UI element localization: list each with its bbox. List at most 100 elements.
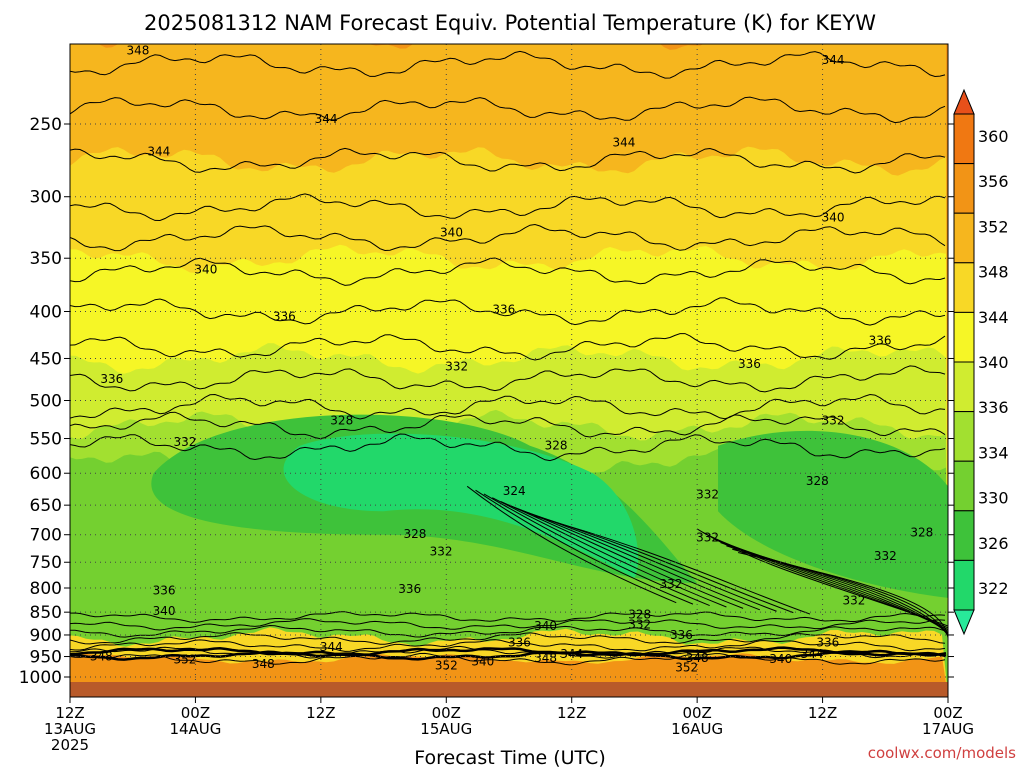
x-tick-label: 14AUG: [169, 720, 221, 738]
y-tick-label: 900: [30, 626, 62, 646]
colorbar-swatch: [953, 510, 975, 561]
contour-label-text: 328: [403, 527, 426, 541]
contour-label-text: 336: [153, 583, 176, 597]
contour-label-text: 336: [816, 635, 839, 649]
contour-label: 340: [471, 655, 494, 669]
contour-label-text: 332: [445, 359, 468, 373]
contour-line: [70, 50, 946, 79]
contour-label-text: 336: [670, 628, 693, 642]
y-tick-label: 750: [30, 553, 62, 573]
y-axis: 250 300 350 400 450 500 550 600 650 700 750 800 850 9…: [19, 115, 954, 688]
contour-line: [70, 297, 946, 326]
contour-label: 344: [613, 136, 636, 150]
contour-label: 336: [492, 302, 515, 316]
colorbar-label: 340: [978, 353, 1009, 372]
contour-label: 352: [174, 652, 197, 666]
colorbar-swatch: [953, 311, 975, 363]
colorbar-label: 356: [978, 172, 1009, 191]
x-tick-label: 00Z: [682, 704, 711, 722]
contour-line: [70, 96, 946, 124]
contour-label: 348: [252, 657, 275, 671]
contour-label-text: 332: [874, 549, 897, 563]
contour-label: 328: [628, 608, 651, 622]
contour-label: 344: [147, 145, 170, 159]
front-contour-east: [738, 552, 948, 639]
chart-title: 2025081312 NAM Forecast Equiv. Potential…: [144, 11, 876, 35]
colorbar-swatch: [953, 460, 975, 512]
colorbar-label: 360: [978, 127, 1009, 146]
contour-label: 352: [675, 661, 698, 675]
contour-label-text: 340: [769, 652, 792, 666]
contour-line: [70, 365, 946, 393]
y-tick-label: 300: [30, 188, 62, 208]
colorbar-swatch: [953, 212, 975, 264]
contour-label-text: 340: [440, 225, 463, 239]
band-328-east: [718, 430, 948, 598]
contour-label: 340: [440, 225, 463, 239]
contour-label-text: 332: [822, 414, 845, 428]
contour-label: 336: [153, 583, 176, 597]
contour-label: 332: [174, 435, 197, 449]
contour-label: 348: [686, 651, 709, 665]
colorbar-label: 344: [978, 308, 1009, 327]
contour-label: 344: [560, 647, 583, 661]
colorbar-label: 352: [978, 217, 1009, 236]
x-tick-label: 13AUG: [44, 720, 96, 738]
front-contour-east: [732, 548, 948, 637]
contour-label-text: 340: [534, 619, 557, 633]
contour-label-text: 328: [545, 439, 568, 453]
front-contour: [466, 485, 677, 604]
x-tick-label: 16AUG: [671, 720, 723, 738]
x-tick-label: 17AUG: [922, 720, 974, 738]
contour-label-text: 336: [508, 635, 531, 649]
contour-line-low: [70, 611, 946, 623]
contour-label: 332: [696, 488, 719, 502]
y-tick-label: 850: [30, 603, 62, 623]
contour-label: 336: [670, 628, 693, 642]
x-tick-label: 00Z: [181, 704, 210, 722]
contour-label: 340: [194, 262, 217, 276]
x-tick-label: 00Z: [432, 704, 461, 722]
contour-label: 340: [534, 619, 557, 633]
y-tick-label: 250: [30, 115, 62, 135]
contour-label: 328: [545, 439, 568, 453]
contour-label-text: 348: [90, 650, 113, 664]
credit-text: coolwx.com/models: [868, 744, 1016, 762]
front-contour: [475, 489, 694, 605]
contour-label-text: 344: [801, 647, 824, 661]
contour-label-text: 344: [560, 647, 583, 661]
contour-label-text: 344: [320, 640, 343, 654]
plot-frame: [69, 43, 949, 698]
contour-label: 348: [534, 651, 557, 665]
front-contour: [483, 493, 710, 607]
y-tick-label: 550: [30, 430, 62, 450]
contour-label-text: 348: [252, 657, 275, 671]
contour-label: 340: [153, 604, 176, 618]
contour-label: 348: [90, 650, 113, 664]
contour-line-low: [70, 652, 946, 666]
colorbar-label: 348: [978, 263, 1009, 282]
contour-label-text: 332: [430, 544, 453, 558]
contour-label: 340: [769, 652, 792, 666]
contour-label-text: 336: [492, 302, 515, 316]
contour-label-text: 328: [628, 608, 651, 622]
contour-label-text: 332: [174, 435, 197, 449]
contour-label: 332: [874, 549, 897, 563]
contour-label-text: 340: [153, 604, 176, 618]
front-contour-east: [726, 545, 948, 636]
colorbar-label: 334: [978, 443, 1009, 462]
contour-label-text: 352: [174, 652, 197, 666]
contour-label: 344: [822, 53, 845, 67]
contour-line-low: [70, 639, 946, 652]
contour-label-text: 332: [628, 618, 651, 632]
contour-label-text: 348: [126, 44, 149, 58]
contour-label: 324: [503, 484, 526, 498]
contour-label: 336: [100, 372, 123, 386]
contour-line: [70, 193, 946, 222]
x-axis-title: Forecast Time (UTC): [414, 747, 605, 768]
contour-label-text: 328: [330, 414, 353, 428]
plot-area: [70, 44, 948, 697]
y-tick-label: 600: [30, 464, 62, 484]
contour-label: 336: [816, 635, 839, 649]
